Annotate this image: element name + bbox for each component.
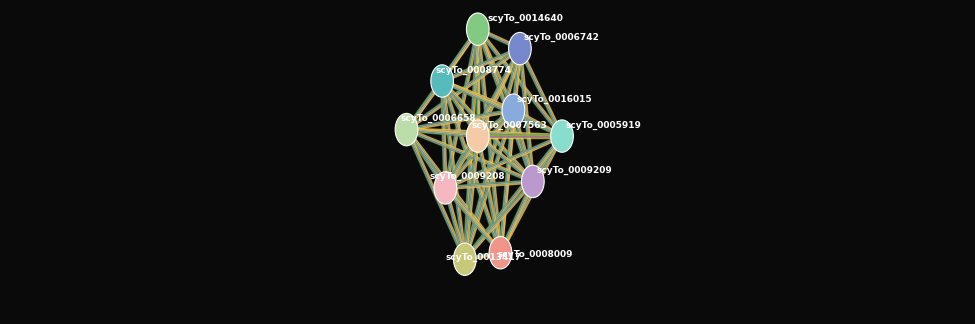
Ellipse shape xyxy=(551,120,573,152)
Ellipse shape xyxy=(466,120,489,152)
Text: scyTo_0014640: scyTo_0014640 xyxy=(488,14,564,23)
Text: scyTo_0005919: scyTo_0005919 xyxy=(566,121,642,130)
Ellipse shape xyxy=(453,243,476,275)
Ellipse shape xyxy=(431,65,453,97)
Ellipse shape xyxy=(509,32,531,65)
Text: scyTo_0008009: scyTo_0008009 xyxy=(497,250,572,259)
Text: scyTo_0009208: scyTo_0009208 xyxy=(429,172,505,181)
Text: scyTo_0008774: scyTo_0008774 xyxy=(436,65,512,75)
Text: scyTo_0016015: scyTo_0016015 xyxy=(517,95,592,104)
Text: scyTo_0013417: scyTo_0013417 xyxy=(446,253,522,262)
Ellipse shape xyxy=(395,113,418,146)
Ellipse shape xyxy=(466,13,489,45)
Ellipse shape xyxy=(434,172,456,204)
Ellipse shape xyxy=(522,165,544,198)
Ellipse shape xyxy=(502,94,525,126)
Text: scyTo_0006742: scyTo_0006742 xyxy=(524,33,599,42)
Text: scyTo_0009209: scyTo_0009209 xyxy=(536,166,612,175)
Text: scyTo_0006658: scyTo_0006658 xyxy=(400,114,476,123)
Ellipse shape xyxy=(489,237,512,269)
Text: scyTo_0007563: scyTo_0007563 xyxy=(471,121,547,130)
